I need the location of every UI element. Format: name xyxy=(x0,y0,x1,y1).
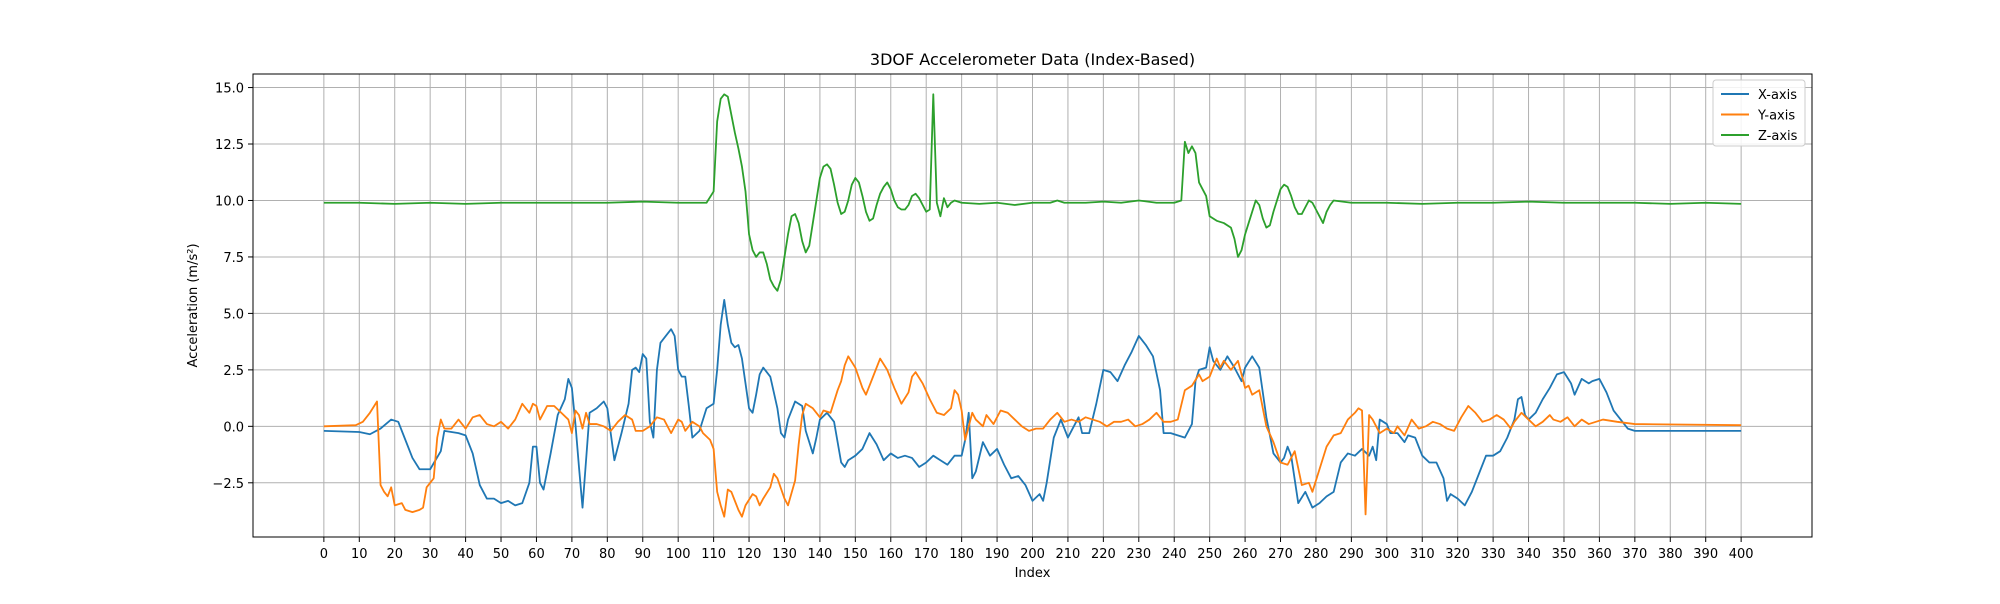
x-tick-label: 280 xyxy=(1304,547,1329,562)
x-axis-label: Index xyxy=(1015,566,1051,581)
y-tick-label: 7.5 xyxy=(223,251,244,266)
legend: X-axis Y-axis Z-axis xyxy=(1712,79,1806,147)
chart-title: 3DOF Accelerometer Data (Index-Based) xyxy=(870,50,1195,69)
y-tick-label: 10.0 xyxy=(215,194,244,209)
x-tick-label: 130 xyxy=(772,547,797,562)
x-tick-label: 160 xyxy=(878,547,903,562)
x-tick-label: 140 xyxy=(807,547,832,562)
x-tick-label: 210 xyxy=(1056,547,1081,562)
x-tick-label: 320 xyxy=(1445,547,1470,562)
x-tick-label: 220 xyxy=(1091,547,1116,562)
x-tick-label: 60 xyxy=(528,547,545,562)
x-tick-label: 0 xyxy=(320,547,328,562)
series-line-y-axis xyxy=(323,355,1742,518)
legend-label: Z-axis xyxy=(1758,129,1798,144)
x-tick-label: 90 xyxy=(634,547,651,562)
legend-box xyxy=(1712,79,1806,147)
x-tick-label: 350 xyxy=(1552,547,1577,562)
x-tick-label: 250 xyxy=(1197,547,1222,562)
x-tick-label: 120 xyxy=(737,547,762,562)
x-tick-label: 170 xyxy=(914,547,939,562)
series-lines xyxy=(323,93,1742,518)
y-tick-label: 12.5 xyxy=(215,138,244,153)
x-tick-label: 10 xyxy=(351,547,368,562)
legend-label: X-axis xyxy=(1758,88,1797,103)
x-tick-label: 300 xyxy=(1374,547,1399,562)
series-line-x-axis xyxy=(323,298,1742,509)
x-tick-label: 290 xyxy=(1339,547,1364,562)
x-tick-label: 370 xyxy=(1622,547,1647,562)
x-tick-label: 340 xyxy=(1516,547,1541,562)
x-tick-label: 270 xyxy=(1268,547,1293,562)
x-tick-label: 380 xyxy=(1658,547,1683,562)
x-tick-label: 230 xyxy=(1126,547,1151,562)
x-tick-label: 80 xyxy=(599,547,616,562)
x-tick-label: 150 xyxy=(843,547,868,562)
series-line-z-axis xyxy=(323,93,1742,292)
x-tick-label: 50 xyxy=(493,547,510,562)
y-axis-ticks: −2.5 0.0 2.5 5.0 7.5 10.0 12.5 15.0 xyxy=(212,82,253,492)
x-tick-label: 70 xyxy=(564,547,581,562)
x-tick-label: 360 xyxy=(1587,547,1612,562)
y-tick-label: 2.5 xyxy=(223,364,244,379)
x-tick-label: 390 xyxy=(1693,547,1718,562)
x-tick-label: 330 xyxy=(1481,547,1506,562)
y-tick-label: 15.0 xyxy=(215,82,244,97)
x-tick-label: 260 xyxy=(1233,547,1258,562)
x-tick-label: 100 xyxy=(666,547,691,562)
y-axis-label: Acceleration (m/s²) xyxy=(186,243,201,367)
x-tick-label: 110 xyxy=(701,547,726,562)
x-tick-label: 40 xyxy=(457,547,474,562)
x-tick-label: 30 xyxy=(422,547,439,562)
x-tick-label: 310 xyxy=(1410,547,1435,562)
x-tick-label: 20 xyxy=(386,547,403,562)
y-tick-label: −2.5 xyxy=(212,477,244,492)
x-axis-ticks: 0 10 20 30 40 50 60 70 80 90 100 110 120 130 140 150 160… xyxy=(320,537,1754,562)
legend-label: Y-axis xyxy=(1757,109,1795,124)
x-tick-label: 180 xyxy=(949,547,974,562)
x-tick-label: 190 xyxy=(985,547,1010,562)
y-tick-label: 5.0 xyxy=(223,307,244,322)
y-tick-label: 0.0 xyxy=(223,420,244,435)
x-tick-label: 200 xyxy=(1020,547,1045,562)
x-tick-label: 240 xyxy=(1162,547,1187,562)
grid-lines xyxy=(253,74,1812,537)
x-tick-label: 400 xyxy=(1729,547,1754,562)
